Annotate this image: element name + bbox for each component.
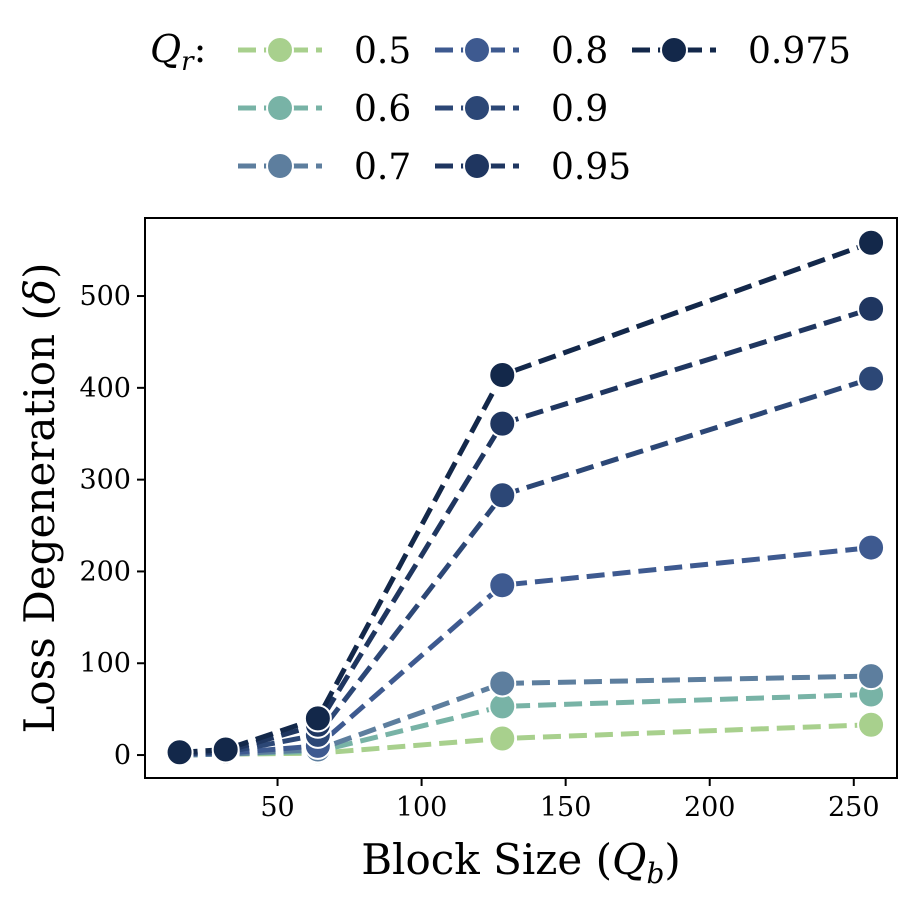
x-axis: 50 100 150 200 250 (260, 778, 880, 823)
series-line (179, 376, 872, 757)
series-line (179, 691, 872, 758)
x-tick-label: 100 (396, 792, 448, 823)
legend-marker (660, 36, 688, 64)
data-point (857, 662, 886, 691)
data-point (488, 481, 517, 510)
legend-marker (463, 152, 491, 180)
legend-item-0.975: 0.975 (632, 31, 851, 72)
legend-label: 0.9 (551, 89, 608, 130)
series-0.6 (165, 680, 886, 770)
y-tick-label: 200 (79, 556, 131, 587)
y-tick-label: 0 (114, 740, 131, 771)
data-point (857, 710, 886, 739)
y-tick-label: 400 (79, 373, 131, 404)
legend-marker (463, 36, 491, 64)
x-tick-label: 50 (260, 792, 294, 823)
legend-marker (266, 36, 294, 64)
legend: Qr: 0.5 0.6 0.7 0.8 0.9 0.95 0.975 (150, 27, 851, 188)
legend-label: 0.7 (354, 147, 411, 188)
legend-label: 0.975 (748, 31, 851, 72)
data-point (857, 364, 886, 393)
data-point (488, 571, 517, 600)
legend-item-0.95: 0.95 (435, 147, 631, 188)
y-tick-label: 100 (79, 648, 131, 679)
data-point (488, 409, 517, 438)
legend-label: 0.95 (551, 147, 631, 188)
legend-label: 0.8 (551, 31, 608, 72)
data-point (488, 724, 517, 753)
legend-title: Qr: (150, 27, 206, 77)
series-0.8 (165, 533, 886, 769)
x-axis-label: Block Size (Qb) (361, 835, 681, 890)
legend-item-0.7: 0.7 (238, 147, 411, 188)
series-0.975 (165, 228, 886, 767)
plot-area: 50 100 150 200 250 0 100 200 300 400 500 (79, 217, 898, 823)
data-point (211, 735, 240, 764)
legend-label: 0.6 (354, 89, 411, 130)
legend-marker (463, 94, 491, 122)
series-line (179, 545, 872, 757)
data-point (165, 738, 194, 767)
legend-marker (266, 152, 294, 180)
x-tick-label: 200 (684, 792, 736, 823)
data-point (488, 669, 517, 698)
data-point (303, 704, 332, 733)
series-layer (165, 228, 886, 770)
data-point (857, 228, 886, 257)
legend-item-0.9: 0.9 (435, 89, 608, 130)
y-tick-label: 500 (79, 281, 131, 312)
plot-frame (144, 217, 898, 779)
y-tick-label: 300 (79, 465, 131, 496)
y-axis: 0 100 200 300 400 500 (79, 281, 145, 771)
series-line (179, 306, 872, 756)
x-tick-label: 150 (540, 792, 592, 823)
x-tick-label: 250 (828, 792, 880, 823)
legend-item-0.6: 0.6 (238, 89, 411, 130)
legend-marker (266, 94, 294, 122)
data-point (857, 294, 886, 323)
y-axis-label: Loss Degeneration (δ) (15, 263, 64, 734)
legend-item-0.5: 0.5 (238, 31, 411, 72)
data-point (857, 533, 886, 562)
legend-label: 0.5 (354, 31, 411, 72)
series-0.7 (165, 662, 886, 770)
legend-item-0.8: 0.8 (435, 31, 608, 72)
data-point (488, 360, 517, 389)
